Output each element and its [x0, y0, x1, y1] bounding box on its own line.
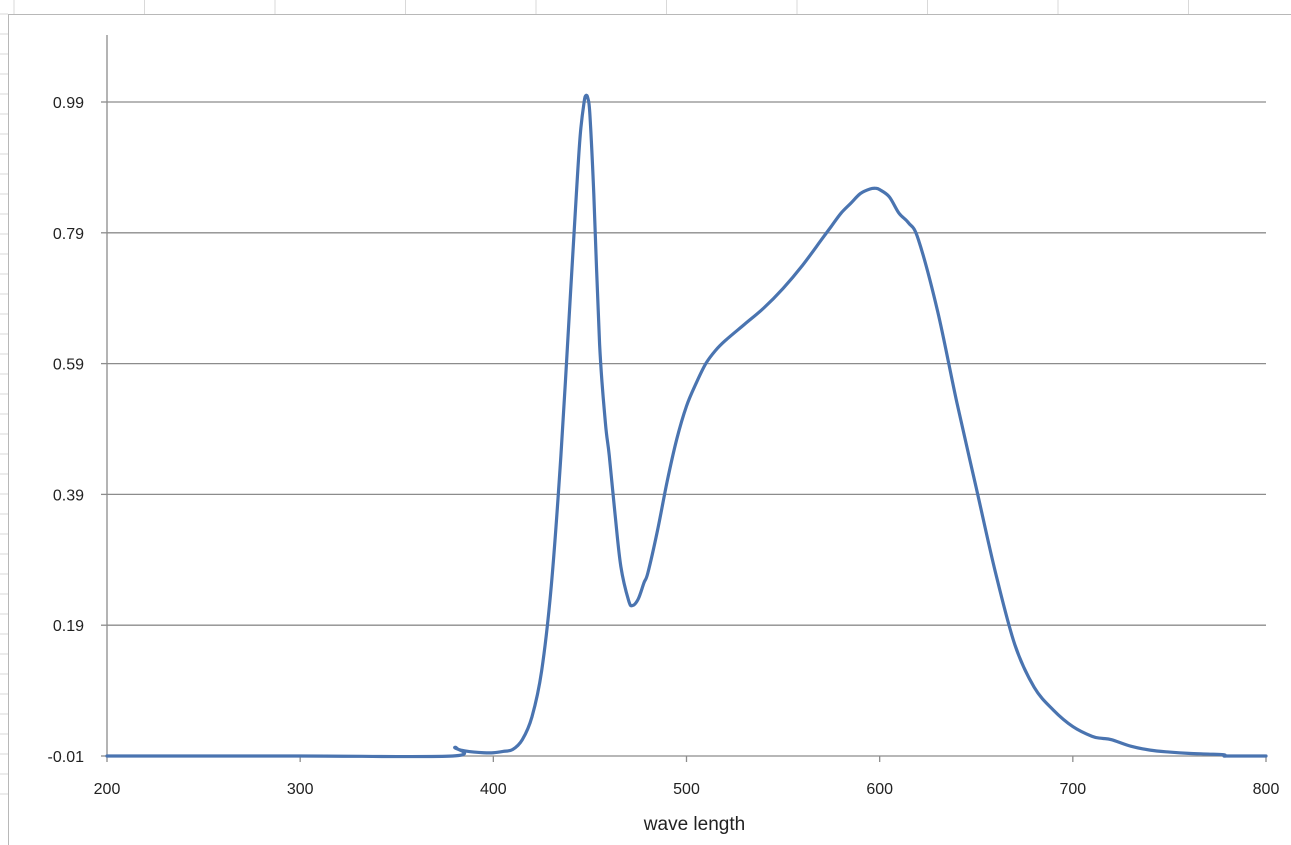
- x-tick-label: 400: [480, 781, 507, 798]
- y-axis-ticks: -0.01 0.19 0.39 0.59 0.79 0.99: [48, 95, 107, 766]
- series-line: [105, 93, 1268, 759]
- y-tick-label: -0.01: [48, 749, 85, 766]
- y-tick-label: 0.59: [53, 357, 84, 374]
- horizontal-gridlines: [107, 101, 1266, 626]
- y-tick-label: 0.19: [53, 618, 84, 635]
- x-axis-ticks: 200 300 400 500 600 700 800: [94, 756, 1280, 798]
- x-tick-label: 300: [287, 781, 314, 798]
- x-axis-title: wave length: [643, 814, 745, 835]
- y-tick-label: 0.99: [53, 95, 84, 112]
- x-tick-label: 500: [673, 781, 700, 798]
- plot-area: [105, 93, 1268, 759]
- x-tick-label: 700: [1059, 781, 1086, 798]
- x-tick-label: 800: [1253, 781, 1280, 798]
- y-tick-label: 0.39: [53, 487, 84, 504]
- x-tick-label: 600: [866, 781, 893, 798]
- chart-area[interactable]: [8, 14, 1291, 845]
- y-tick-label: 0.79: [53, 226, 84, 243]
- x-tick-label: 200: [94, 781, 121, 798]
